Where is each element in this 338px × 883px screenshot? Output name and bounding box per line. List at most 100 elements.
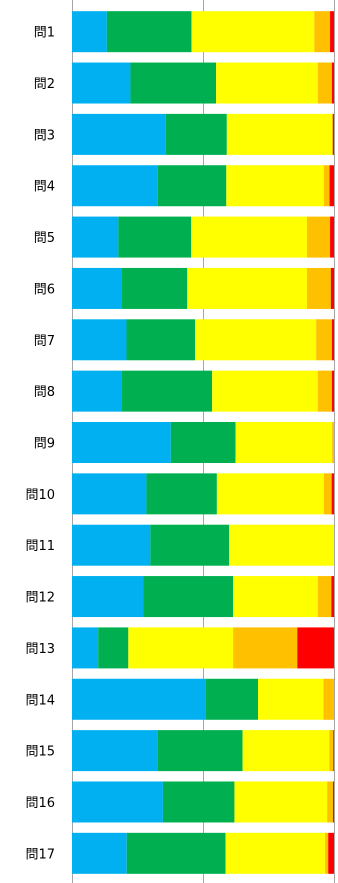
bar-segment-7-3 xyxy=(195,319,317,361)
bar-segment-7-2 xyxy=(126,319,196,361)
bar-segment-1-3 xyxy=(191,11,315,53)
bar-segment-7-4 xyxy=(316,319,332,361)
bar-segment-6-4 xyxy=(307,267,331,309)
bar-segment-4-1 xyxy=(72,165,158,207)
bar-segment-17-4 xyxy=(325,832,329,874)
bar-segment-1-4 xyxy=(314,11,331,53)
bar-segment-9-2 xyxy=(170,422,236,463)
bar-segment-2-4 xyxy=(317,62,332,104)
category-label: 問12 xyxy=(25,591,55,606)
bar-segment-6-1 xyxy=(72,267,122,309)
bar-segment-15-1 xyxy=(72,730,158,772)
bar-segment-1-2 xyxy=(106,11,192,53)
bar-segment-15-3 xyxy=(242,730,330,772)
bar-segment-6-3 xyxy=(187,267,308,309)
bar-segment-12-3 xyxy=(233,576,318,618)
bar-segment-9-4 xyxy=(332,422,334,463)
category-labels: 問1 問2 問3 問4 問5 問6 問7 問8 問9 問10 問11 問12 問13 問14 問15 問16 問… xyxy=(25,26,55,863)
category-label: 問8 xyxy=(34,385,55,400)
category-label: 問7 xyxy=(34,334,55,349)
bar-segment-4-2 xyxy=(157,165,227,207)
bar-segment-2-3 xyxy=(216,62,318,104)
bar-segment-3-1 xyxy=(72,113,166,155)
bars xyxy=(72,11,334,874)
bar-segment-5-4 xyxy=(307,216,331,258)
bar-segment-15-4 xyxy=(329,730,334,772)
bar-segment-14-3 xyxy=(258,678,324,720)
bar-segment-14-1 xyxy=(72,678,206,720)
bar-segment-8-2 xyxy=(121,370,213,412)
category-label: 問17 xyxy=(25,847,55,862)
bar-segment-9-1 xyxy=(72,422,171,463)
bar-segment-8-1 xyxy=(72,370,122,412)
category-label: 問4 xyxy=(34,180,55,195)
bar-segment-2-5 xyxy=(331,62,334,104)
bar-segment-2-1 xyxy=(72,62,131,104)
bar-segment-5-5 xyxy=(330,216,334,258)
bar-segment-15-2 xyxy=(157,730,243,772)
bar-segment-5-1 xyxy=(72,216,119,258)
bar-segment-11-2 xyxy=(150,524,230,566)
bar-segment-4-4 xyxy=(323,165,330,207)
category-label: 問6 xyxy=(34,282,55,297)
category-label: 問14 xyxy=(25,693,55,708)
bar-segment-13-2 xyxy=(98,627,129,669)
bar-segment-7-1 xyxy=(72,319,127,361)
category-label: 問15 xyxy=(25,745,55,760)
bar-segment-8-5 xyxy=(331,370,334,412)
bar-segment-3-5 xyxy=(332,113,334,155)
bar-segment-17-3 xyxy=(225,832,326,874)
bar-segment-11-1 xyxy=(72,524,151,566)
category-label: 問1 xyxy=(34,26,55,41)
bar-segment-2-2 xyxy=(130,62,217,104)
bar-segment-16-1 xyxy=(72,781,163,823)
bar-segment-14-2 xyxy=(205,678,259,720)
bar-segment-16-2 xyxy=(162,781,235,823)
bar-segment-9-3 xyxy=(235,422,333,463)
bar-segment-12-4 xyxy=(317,576,332,618)
bar-segment-10-3 xyxy=(216,473,324,515)
bar-segment-12-1 xyxy=(72,576,144,618)
bar-segment-8-4 xyxy=(317,370,332,412)
bar-segment-5-2 xyxy=(118,216,192,258)
bar-segment-17-5 xyxy=(328,832,334,874)
bar-segment-3-2 xyxy=(165,113,227,155)
bar-segment-13-5 xyxy=(297,627,334,669)
bar-segment-17-2 xyxy=(126,832,226,874)
bar-segment-10-4 xyxy=(323,473,332,515)
bar-segment-14-4 xyxy=(323,678,334,720)
bar-segment-16-3 xyxy=(234,781,328,823)
bar-segment-4-5 xyxy=(329,165,334,207)
bar-segment-17-1 xyxy=(72,832,127,874)
bar-segment-8-3 xyxy=(212,370,318,412)
bar-segment-3-3 xyxy=(226,113,333,155)
bar-segment-4-3 xyxy=(226,165,324,207)
category-label: 問16 xyxy=(25,796,55,811)
bar-segment-1-1 xyxy=(72,11,107,53)
bar-segment-12-2 xyxy=(143,576,234,618)
category-label: 問2 xyxy=(34,77,55,92)
category-label: 問10 xyxy=(25,488,55,503)
category-label: 問5 xyxy=(34,231,55,246)
bar-segment-13-4 xyxy=(233,627,298,669)
category-label: 問3 xyxy=(34,128,55,143)
bar-segment-13-1 xyxy=(72,627,99,669)
bar-segment-11-3 xyxy=(229,524,334,566)
bar-segment-6-2 xyxy=(121,267,188,309)
bar-segment-10-1 xyxy=(72,473,147,515)
category-label: 問13 xyxy=(25,642,55,657)
bar-segment-7-5 xyxy=(331,319,334,361)
bar-segment-16-4 xyxy=(327,781,333,823)
category-label: 問11 xyxy=(25,539,55,554)
bar-segment-5-3 xyxy=(191,216,308,258)
bar-segment-10-2 xyxy=(146,473,217,515)
bar-segment-15-5 xyxy=(333,730,334,772)
bar-segment-13-3 xyxy=(128,627,234,669)
bar-segment-6-5 xyxy=(330,267,334,309)
bar-segment-10-5 xyxy=(331,473,334,515)
bar-segment-1-5 xyxy=(330,11,334,53)
bar-segment-16-5 xyxy=(332,781,334,823)
bar-segment-12-5 xyxy=(331,576,334,618)
category-label: 問9 xyxy=(34,437,55,452)
